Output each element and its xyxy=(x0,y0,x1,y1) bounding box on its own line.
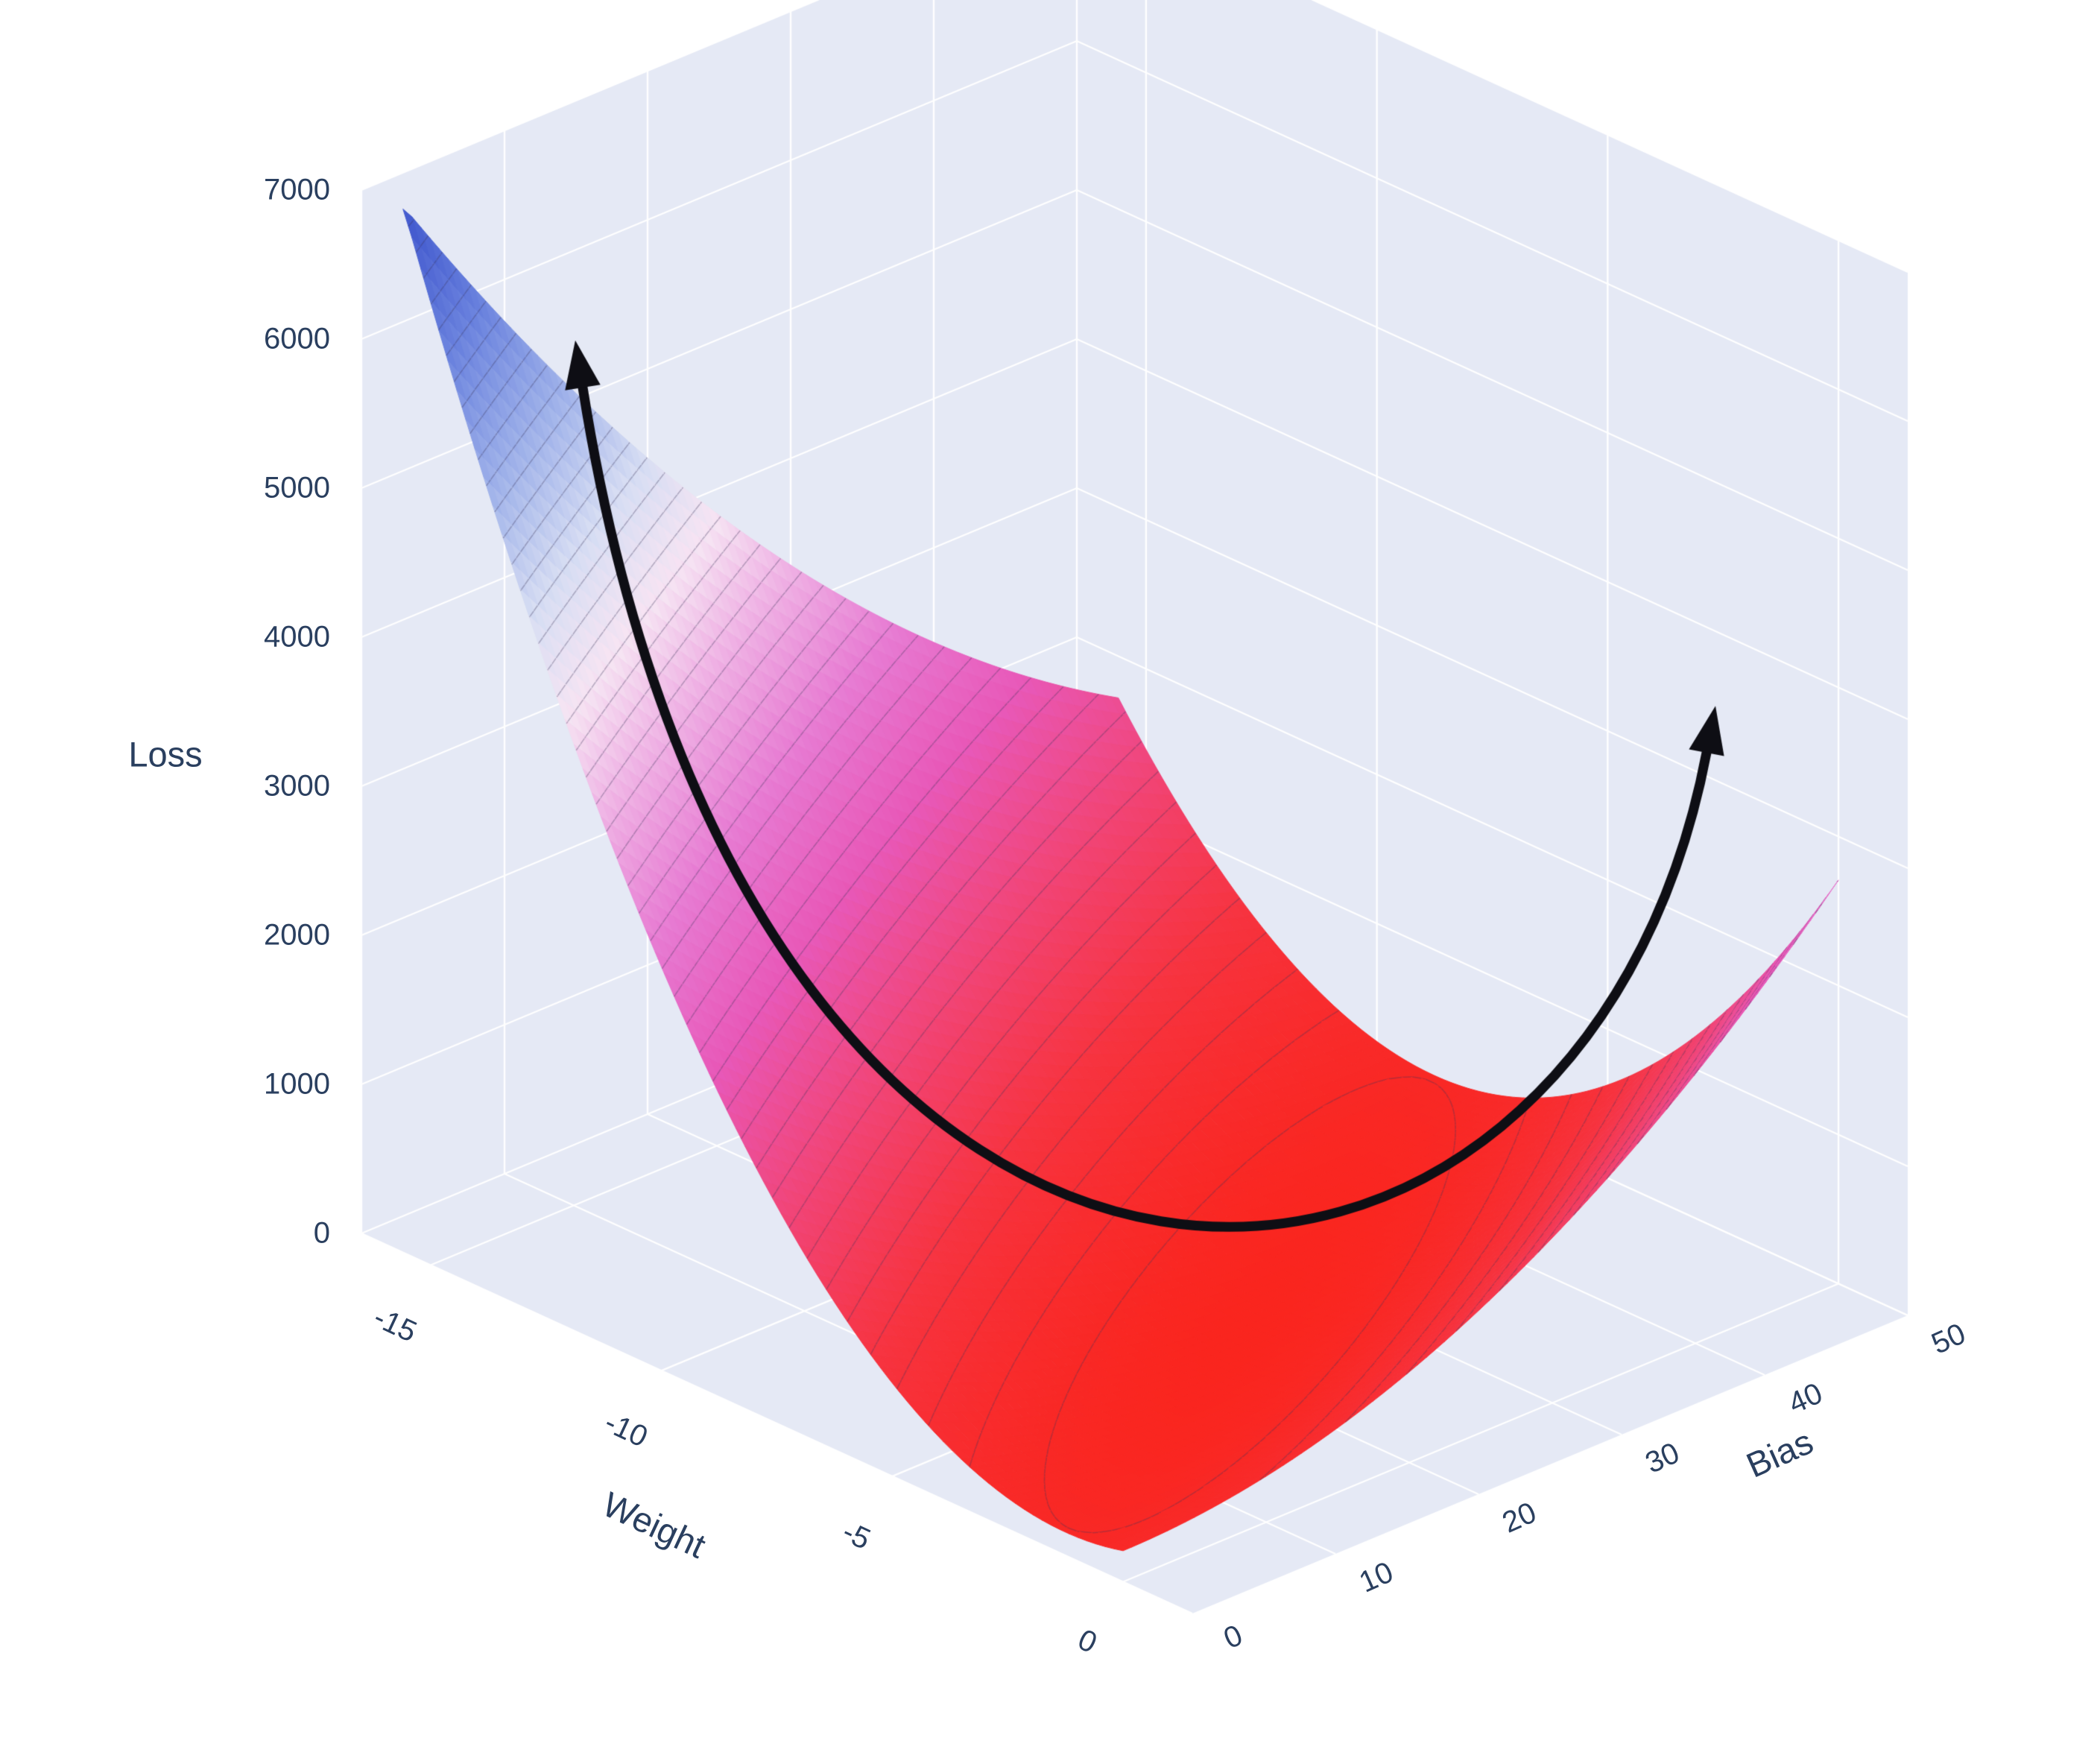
loss-surface-3d-plot: Loss Weight Bias 0 1000 2000 3000 4000 5000 60… xyxy=(0,0,2097,1764)
surface-plot-canvas xyxy=(0,0,2097,1764)
